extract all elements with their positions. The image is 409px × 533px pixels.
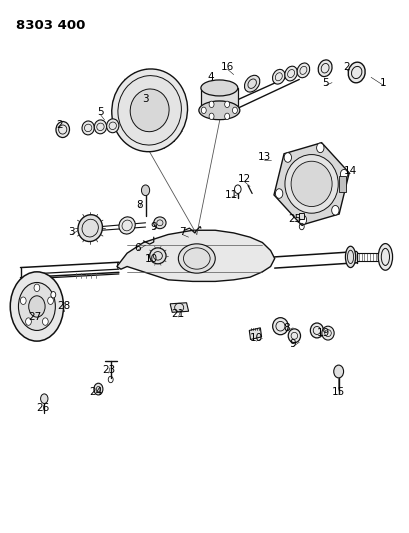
Ellipse shape [244, 75, 259, 92]
Ellipse shape [272, 69, 284, 84]
Text: 27: 27 [28, 312, 41, 322]
Polygon shape [170, 303, 188, 312]
Ellipse shape [200, 80, 237, 96]
Ellipse shape [321, 326, 333, 340]
Ellipse shape [290, 161, 331, 206]
Text: 24: 24 [90, 387, 103, 397]
Circle shape [224, 101, 229, 108]
Polygon shape [117, 230, 274, 281]
Ellipse shape [112, 69, 187, 152]
Text: 19: 19 [317, 328, 330, 338]
Ellipse shape [82, 121, 94, 135]
Text: 15: 15 [331, 387, 344, 397]
Ellipse shape [310, 323, 323, 338]
Text: 16: 16 [220, 62, 234, 71]
Circle shape [331, 205, 338, 215]
Circle shape [29, 296, 45, 317]
Circle shape [234, 185, 240, 193]
Ellipse shape [78, 215, 102, 241]
Text: 10: 10 [249, 334, 262, 343]
Ellipse shape [377, 244, 392, 270]
Ellipse shape [297, 63, 309, 78]
Circle shape [232, 107, 237, 114]
Text: 8: 8 [283, 323, 290, 333]
Ellipse shape [153, 217, 166, 229]
Text: 3: 3 [142, 94, 148, 103]
Circle shape [275, 189, 282, 198]
Circle shape [141, 185, 149, 196]
Text: 28: 28 [57, 302, 70, 311]
Text: 12: 12 [237, 174, 250, 183]
Circle shape [40, 394, 48, 403]
Circle shape [283, 153, 291, 163]
Circle shape [209, 113, 213, 119]
Text: 8: 8 [136, 200, 142, 210]
Text: 9: 9 [289, 339, 296, 349]
Text: 21: 21 [171, 310, 184, 319]
Text: 2: 2 [56, 120, 63, 130]
Text: 5: 5 [322, 78, 328, 87]
Ellipse shape [118, 76, 181, 145]
Polygon shape [249, 328, 261, 340]
Circle shape [47, 297, 53, 304]
Ellipse shape [56, 122, 69, 138]
Text: 26: 26 [36, 403, 49, 413]
Circle shape [224, 113, 229, 119]
Circle shape [209, 101, 213, 108]
Text: 25: 25 [288, 214, 301, 223]
Ellipse shape [178, 244, 215, 273]
Ellipse shape [288, 329, 300, 343]
Circle shape [34, 284, 40, 292]
Text: 14: 14 [343, 166, 356, 175]
Text: 13: 13 [257, 152, 270, 162]
Text: 2: 2 [342, 62, 349, 71]
Text: 8303 400: 8303 400 [16, 19, 85, 31]
Ellipse shape [284, 66, 297, 81]
Text: 3: 3 [68, 227, 75, 237]
Text: 6: 6 [134, 243, 140, 253]
Circle shape [299, 215, 306, 225]
Text: 5: 5 [97, 107, 103, 117]
Text: 4: 4 [207, 72, 214, 82]
Circle shape [333, 365, 343, 378]
Ellipse shape [344, 246, 355, 268]
Text: 10: 10 [145, 254, 158, 263]
Ellipse shape [272, 318, 288, 335]
Circle shape [18, 282, 55, 330]
Ellipse shape [130, 89, 169, 132]
Text: 23: 23 [102, 366, 115, 375]
Circle shape [316, 143, 323, 152]
Text: 7: 7 [179, 227, 185, 237]
Polygon shape [299, 213, 303, 219]
Ellipse shape [317, 60, 331, 77]
Circle shape [201, 107, 206, 114]
Polygon shape [200, 88, 237, 109]
Circle shape [94, 383, 103, 395]
Polygon shape [273, 143, 348, 225]
Ellipse shape [149, 248, 166, 264]
Text: 11: 11 [225, 190, 238, 199]
Ellipse shape [200, 101, 237, 117]
Ellipse shape [94, 120, 106, 134]
Circle shape [51, 292, 56, 298]
Polygon shape [339, 176, 346, 192]
Ellipse shape [284, 155, 337, 213]
Ellipse shape [119, 217, 135, 234]
Ellipse shape [198, 101, 239, 120]
Circle shape [25, 318, 31, 325]
Text: 9: 9 [150, 222, 157, 231]
Circle shape [43, 318, 48, 325]
Circle shape [339, 169, 347, 179]
Text: 1: 1 [379, 78, 386, 87]
Circle shape [20, 297, 26, 304]
Ellipse shape [347, 62, 364, 83]
Ellipse shape [106, 119, 119, 133]
Circle shape [10, 272, 63, 341]
